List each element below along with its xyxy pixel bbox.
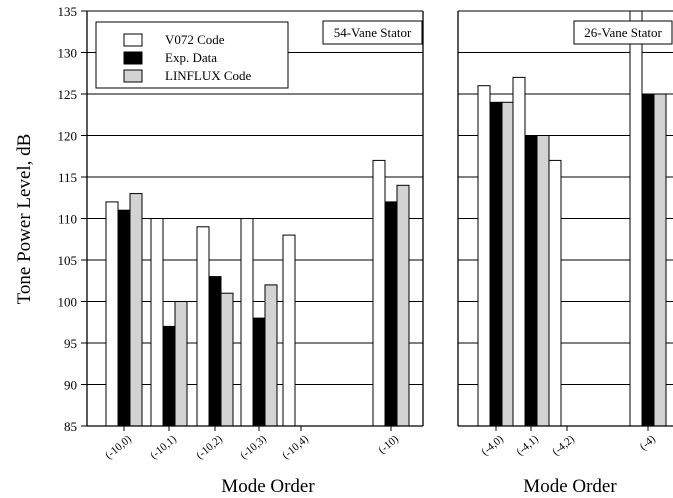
bar-exp-data-0 [489,101,503,427]
bar-v072-code-4 [282,234,296,427]
legend-swatch-linflux [123,69,143,83]
bar-linflux-code-0 [501,101,515,427]
bar-linflux-code-2 [220,292,234,427]
bar-linflux-code-5 [396,184,410,427]
bar-v072-code-1 [150,218,164,427]
legend-label-exp: Exp. Data [165,50,217,65]
bar-exp-data-2 [208,276,222,427]
bar-exp-data-5 [384,201,398,427]
x-axis-title-left: Mode Order [221,476,315,497]
panel-label-right: 26-Vane Stator [584,25,662,40]
y-tick-label: 130 [58,46,78,61]
y-axis-title: Tone Power Level, dB [14,134,35,305]
x-tick-label: (-4) [638,433,659,453]
panel-label-box-right [573,20,673,45]
x-tick-label: (-4,2) [550,433,577,458]
bar-v072-code-0 [105,201,119,427]
x-tick-label: (-10,2) [194,433,225,462]
bars [105,10,667,427]
x-tick-label: (-4,1) [514,433,541,458]
bar-v072-code-1 [512,76,526,427]
x-tick-label: (-10,0) [103,433,134,462]
bar-v072-code-2 [196,226,210,427]
bar-v072-code-3 [629,10,643,427]
bar-v072-code-3 [240,218,254,427]
y-tick-label: 85 [64,419,77,434]
y-tick-label: 95 [64,336,77,351]
bar-exp-data-0 [117,209,131,427]
legend: V072 Code Exp. Data LINFLUX Code [95,21,289,89]
y-tick-label: 110 [58,212,77,227]
axes [81,10,673,431]
bar-v072-code-2 [548,159,562,427]
bar-v072-code-0 [477,85,491,427]
panel-label-box-left [322,20,423,45]
bar-linflux-code-3 [264,284,278,427]
y-tick-label: 120 [58,129,78,144]
bar-exp-data-1 [524,135,538,427]
bar-linflux-code-1 [536,135,550,427]
bar-linflux-code-3 [653,93,667,427]
y-tick-label: 100 [58,295,78,310]
bar-linflux-code-1 [174,301,188,427]
x-tick-label: (-10,4) [280,433,311,462]
bar-v072-code-5 [372,159,386,427]
y-tick-label: 125 [58,87,78,102]
legend-label-v072: V072 Code [165,32,225,47]
bar-linflux-code-0 [129,193,143,427]
x-tick-label: (-10,3) [238,433,269,462]
x-tick-label: (-10,1) [148,433,179,462]
x-axis-title-right: Mode Order [523,476,617,497]
y-tick-label: 90 [64,378,77,393]
legend-label-linflux: LINFLUX Code [165,68,252,83]
bar-exp-data-1 [162,325,176,427]
y-tick-label: 105 [58,253,78,268]
bar-exp-data-3 [641,93,655,427]
y-tick-label: 135 [58,4,78,19]
x-tick-label: (-4,0) [479,433,506,458]
y-tick-label: 115 [58,170,77,185]
x-tick-label: (-10) [376,433,401,457]
bar-exp-data-3 [252,317,266,427]
legend-swatch-exp [123,51,143,65]
legend-swatch-v072 [123,33,143,47]
panel-label-left: 54-Vane Stator [334,25,412,40]
